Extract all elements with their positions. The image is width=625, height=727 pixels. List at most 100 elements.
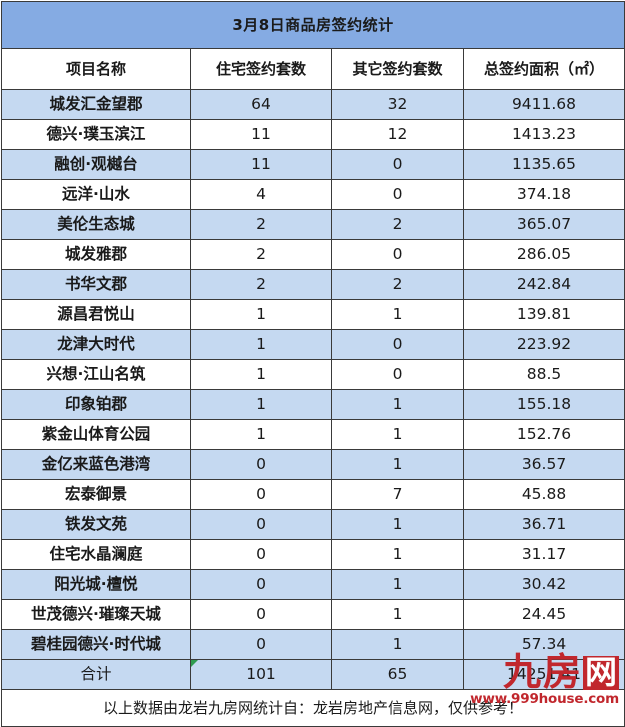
title-row: 3月8日商品房签约统计 (1, 1, 625, 49)
cell-total-area: 1413.23 (463, 119, 625, 150)
cell-total-other: 65 (331, 659, 464, 690)
cell-other-count: 1 (331, 629, 464, 660)
cell-residential-count: 0 (190, 449, 332, 480)
cell-total-area: 155.18 (463, 389, 625, 420)
cell-residential-count: 4 (190, 179, 332, 210)
cell-total-area: 24.45 (463, 599, 625, 630)
cell-total-area: 242.84 (463, 269, 625, 300)
cell-other-count: 0 (331, 329, 464, 360)
cell-residential-count: 2 (190, 269, 332, 300)
cell-project-name: 融创·观樾台 (1, 149, 191, 180)
cell-total-area: 45.88 (463, 479, 625, 510)
cell-residential-count: 1 (190, 389, 332, 420)
cell-other-count: 1 (331, 509, 464, 540)
cell-other-count: 1 (331, 419, 464, 450)
cell-total-area: 152.76 (463, 419, 625, 450)
cell-other-count: 2 (331, 209, 464, 240)
cell-other-count: 0 (331, 179, 464, 210)
cell-total-area: 36.57 (463, 449, 625, 480)
cell-other-count: 0 (331, 359, 464, 390)
cell-residential-count: 0 (190, 539, 332, 570)
cell-project-name: 金亿来蓝色港湾 (1, 449, 191, 480)
column-header-project-name: 项目名称 (1, 48, 191, 90)
table-row: 阳光城·檀悦 0 1 30.42 (1, 569, 625, 600)
table-row: 美伦生态城 2 2 365.07 (1, 209, 625, 240)
table-row: 源昌君悦山 1 1 139.81 (1, 299, 625, 330)
cell-total-area: 1135.65 (463, 149, 625, 180)
cell-residential-count: 1 (190, 419, 332, 450)
column-header-total-area: 总签约面积（㎡） (463, 48, 625, 90)
error-flag-icon (191, 660, 198, 667)
cell-project-name: 紫金山体育公园 (1, 419, 191, 450)
column-header-residential: 住宅签约套数 (190, 48, 332, 90)
table-row: 住宅水晶澜庭 0 1 31.17 (1, 539, 625, 570)
header-row: 项目名称 住宅签约套数 其它签约套数 总签约面积（㎡） (1, 48, 625, 90)
cell-project-name: 印象铂郡 (1, 389, 191, 420)
cell-residential-count: 11 (190, 119, 332, 150)
table-row: 兴想·江山名筑 1 0 88.5 (1, 359, 625, 390)
source-note: 以上数据由龙岩九房网统计自：龙岩房地产信息网，仅供参考！ (1, 689, 625, 727)
cell-total-area: 14251.41 (463, 659, 625, 690)
cell-project-name: 铁发文苑 (1, 509, 191, 540)
footer-row: 以上数据由龙岩九房网统计自：龙岩房地产信息网，仅供参考！ (1, 689, 625, 727)
column-header-other: 其它签约套数 (331, 48, 464, 90)
cell-total-area: 139.81 (463, 299, 625, 330)
cell-project-name: 城发汇金望郡 (1, 89, 191, 120)
cell-total-area: 9411.68 (463, 89, 625, 120)
table-row: 城发汇金望郡 64 32 9411.68 (1, 89, 625, 120)
cell-project-name: 世茂德兴·璀璨天城 (1, 599, 191, 630)
table-row: 城发雅郡 2 0 286.05 (1, 239, 625, 270)
cell-project-name: 德兴·璞玉滨江 (1, 119, 191, 150)
cell-total-area: 223.92 (463, 329, 625, 360)
cell-residential-count: 1 (190, 329, 332, 360)
table-row: 融创·观樾台 11 0 1135.65 (1, 149, 625, 180)
cell-other-count: 32 (331, 89, 464, 120)
table-total-row: 合计 101 65 14251.41 (1, 659, 625, 690)
cell-residential-count: 1 (190, 299, 332, 330)
table-row: 书华文郡 2 2 242.84 (1, 269, 625, 300)
cell-other-count: 12 (331, 119, 464, 150)
cell-residential-count: 64 (190, 89, 332, 120)
table-row: 碧桂园德兴·时代城 0 1 57.34 (1, 629, 625, 660)
table-row: 印象铂郡 1 1 155.18 (1, 389, 625, 420)
cell-project-name: 书华文郡 (1, 269, 191, 300)
cell-residential-count: 11 (190, 149, 332, 180)
cell-residential-count: 2 (190, 239, 332, 270)
cell-project-name: 美伦生态城 (1, 209, 191, 240)
total-residential-value: 101 (246, 664, 276, 683)
cell-other-count: 2 (331, 269, 464, 300)
cell-residential-count: 1 (190, 359, 332, 390)
cell-other-count: 1 (331, 599, 464, 630)
cell-project-name: 源昌君悦山 (1, 299, 191, 330)
cell-other-count: 0 (331, 149, 464, 180)
table-row: 世茂德兴·璀璨天城 0 1 24.45 (1, 599, 625, 630)
cell-residential-count: 0 (190, 509, 332, 540)
cell-project-name: 远洋·山水 (1, 179, 191, 210)
cell-total-area: 88.5 (463, 359, 625, 390)
cell-total-residential: 101 (190, 659, 332, 690)
table-row: 宏泰御景 0 7 45.88 (1, 479, 625, 510)
cell-project-name: 阳光城·檀悦 (1, 569, 191, 600)
cell-total-area: 36.71 (463, 509, 625, 540)
cell-project-name: 龙津大时代 (1, 329, 191, 360)
cell-total-area: 57.34 (463, 629, 625, 660)
cell-residential-count: 0 (190, 479, 332, 510)
cell-residential-count: 0 (190, 569, 332, 600)
cell-project-name: 碧桂园德兴·时代城 (1, 629, 191, 660)
cell-project-name: 宏泰御景 (1, 479, 191, 510)
table-row: 金亿来蓝色港湾 0 1 36.57 (1, 449, 625, 480)
cell-residential-count: 0 (190, 629, 332, 660)
cell-other-count: 7 (331, 479, 464, 510)
page-title: 3月8日商品房签约统计 (1, 1, 625, 49)
cell-total-label: 合计 (1, 659, 191, 690)
cell-residential-count: 2 (190, 209, 332, 240)
cell-total-area: 30.42 (463, 569, 625, 600)
table-row: 紫金山体育公园 1 1 152.76 (1, 419, 625, 450)
cell-total-area: 365.07 (463, 209, 625, 240)
cell-other-count: 1 (331, 299, 464, 330)
cell-other-count: 1 (331, 539, 464, 570)
table-row: 铁发文苑 0 1 36.71 (1, 509, 625, 540)
cell-project-name: 兴想·江山名筑 (1, 359, 191, 390)
